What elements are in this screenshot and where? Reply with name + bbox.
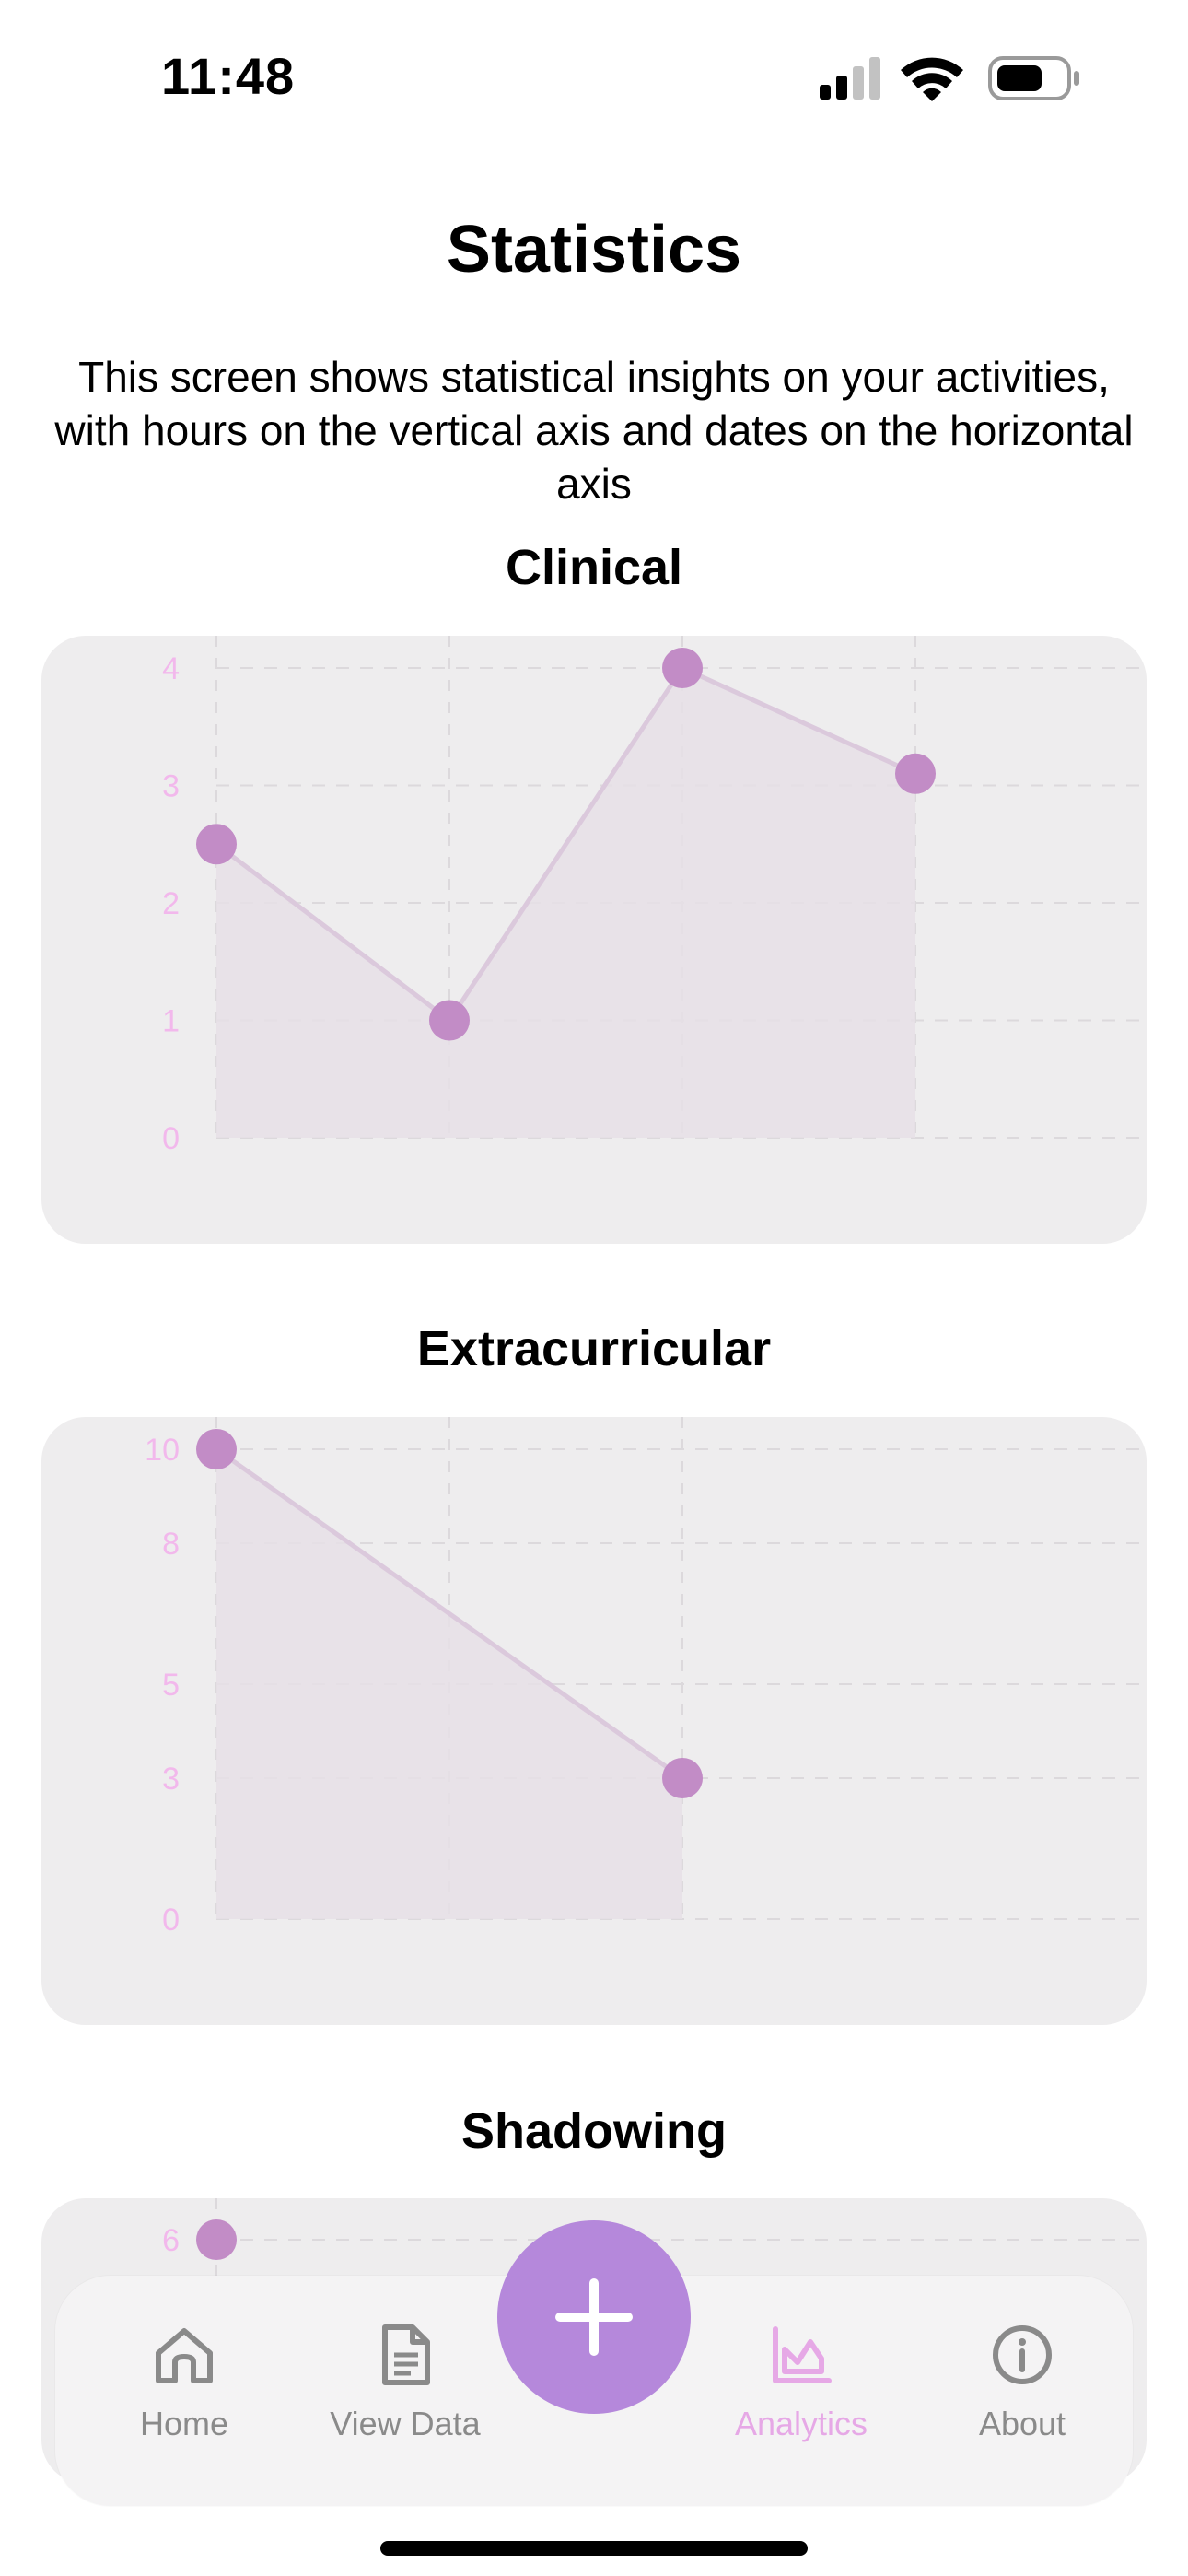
y-tick-label: 5 (162, 1668, 180, 1703)
data-point (196, 824, 237, 865)
status-time: 11:48 (161, 47, 296, 105)
data-point (196, 2219, 237, 2260)
chart-extracurricular: 0 3 5 8 10 (145, 1417, 1147, 1938)
y-tick-label: 0 (162, 1903, 180, 1938)
data-point (662, 1758, 703, 1798)
chart-card-clinical: 0 1 2 3 4 (41, 636, 1147, 1244)
tab-home-label: Home (139, 2405, 229, 2442)
chart-shadowing: 6 (162, 2198, 1147, 2484)
series-line (215, 664, 917, 1025)
area-fill (216, 668, 915, 1138)
document-icon (382, 2324, 430, 2385)
home-icon (156, 2328, 213, 2383)
home-indicator (380, 2541, 808, 2556)
area-fill (216, 1449, 682, 1919)
cellular-signal-icon (820, 57, 880, 100)
y-tick-label: 10 (145, 1433, 180, 1468)
page-description: This screen shows statistical insights o… (54, 353, 1134, 508)
chart-card-extracurricular: 0 3 5 8 10 (41, 1417, 1147, 2025)
tab-about-label: About (978, 2405, 1066, 2442)
battery-icon (988, 56, 1079, 100)
page-title: Statistics (446, 213, 742, 287)
info-icon (993, 2325, 1052, 2384)
status-icons (820, 56, 1079, 101)
chart-title-extracurricular: Extracurricular (416, 1321, 772, 1376)
tab-analytics[interactable]: Analytics (709, 2322, 893, 2460)
data-point (662, 648, 703, 688)
y-tick-label: 1 (162, 1004, 180, 1039)
y-tick-label: 4 (162, 651, 180, 686)
tab-view-data[interactable]: View Data (304, 2322, 507, 2460)
y-tick-label: 0 (162, 1121, 180, 1156)
wifi-icon (901, 57, 963, 101)
data-point (196, 1429, 237, 1469)
y-tick-label: 8 (162, 1527, 180, 1562)
y-tick-label: 2 (162, 886, 180, 921)
y-tick-label: 3 (162, 769, 180, 804)
data-point (429, 1000, 470, 1041)
status-bar: 11:48 (0, 0, 1188, 157)
tab-view-data-label: View Data (330, 2405, 481, 2442)
y-tick-label: 6 (162, 2223, 180, 2258)
series-line (215, 1446, 684, 1781)
chart-title-clinical: Clinical (505, 540, 683, 595)
data-point (895, 753, 936, 794)
tab-analytics-label: Analytics (734, 2405, 868, 2442)
y-tick-label: 3 (162, 1762, 180, 1797)
add-button[interactable] (497, 2220, 691, 2414)
tab-bar: Home View Data Analytics About (55, 2276, 1133, 2506)
chart-icon (773, 2326, 832, 2383)
chart-title-shadowing: Shadowing (461, 2103, 727, 2159)
tab-about[interactable]: About (930, 2322, 1114, 2460)
tab-home[interactable]: Home (92, 2322, 276, 2460)
chart-clinical: 0 1 2 3 4 (162, 636, 1147, 1156)
plus-icon (555, 2278, 633, 2356)
